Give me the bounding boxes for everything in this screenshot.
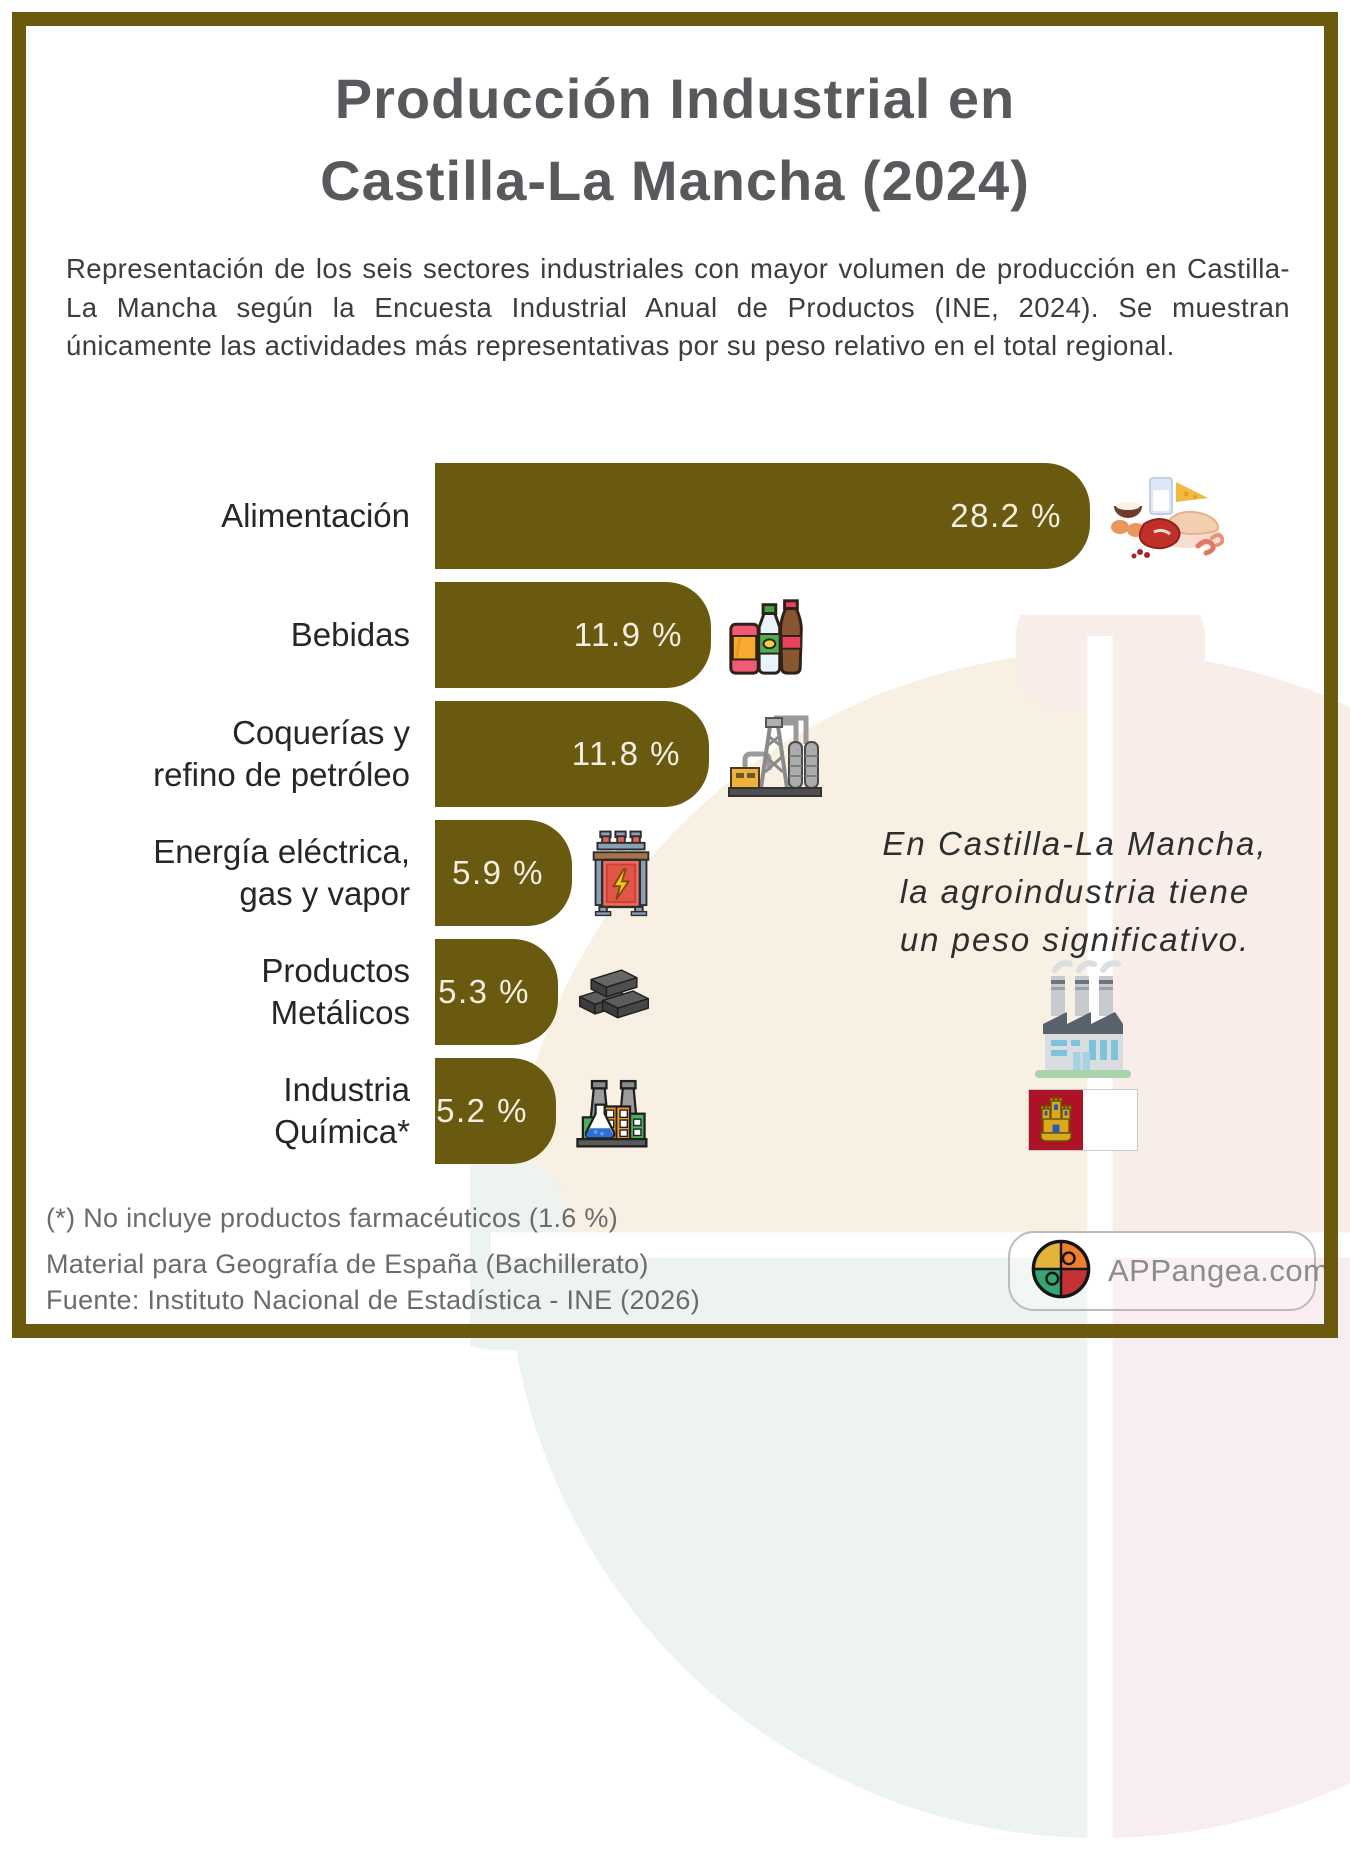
- bar: 28.2 %: [435, 462, 1090, 569]
- chart-row: Coquerías y refino de petróleo 11.8 %: [26, 694, 1326, 813]
- annotation-line1: En Castilla-La Mancha,: [882, 825, 1268, 862]
- footnote-source: Fuente: Instituto Nacional de Estadístic…: [46, 1285, 701, 1315]
- bar-category-label: Energía eléctrica, gas y vapor: [26, 831, 410, 915]
- bar: 11.9 %: [435, 581, 711, 688]
- food-icon: [1106, 472, 1224, 560]
- bar-chart: Alimentación 28.2 % Bebidas 11.9 % Coquerías…: [26, 456, 1326, 1170]
- bar: 11.8 %: [435, 700, 709, 807]
- footnote-material: Material para Geografía de España (Bachi…: [46, 1249, 649, 1279]
- bar-category-label: Industria Química*: [26, 1069, 410, 1153]
- appangea-logo-icon: [1030, 1238, 1092, 1305]
- annotation-line3: un peso significativo.: [899, 921, 1251, 958]
- bar-category-label: Coquerías y refino de petróleo: [26, 712, 410, 796]
- bar-category-label-line: Industria: [283, 1070, 410, 1108]
- bar-category-label-line: Metálicos: [270, 993, 410, 1031]
- infographic: Producción Industrial en Castilla-La Man…: [0, 58, 1350, 1318]
- bar-category-label-line: Coquerías y: [232, 713, 410, 751]
- chart-row: Energía eléctrica, gas y vapor 5.9 %: [26, 813, 1326, 932]
- bar-value-label: 5.3 %: [438, 972, 530, 1010]
- refinery-icon: [725, 710, 825, 798]
- chart-row: Alimentación 28.2 %: [26, 456, 1326, 575]
- brand-badge: APPangea.com: [1008, 1231, 1329, 1311]
- bar-value-label: 11.9 %: [573, 615, 683, 653]
- bar-value-label: 5.2 %: [436, 1091, 528, 1129]
- bar-category-label-line: Bebidas: [290, 615, 410, 653]
- bar-category-label: Productos Metálicos: [26, 950, 410, 1034]
- metal-ingots-icon: [574, 962, 654, 1022]
- bar-value-label: 11.8 %: [571, 734, 681, 772]
- annotation-line2: la agroindustria tiene: [899, 873, 1251, 910]
- bar-value-label: 28.2 %: [950, 496, 1062, 534]
- page-title-line2: Castilla-La Mancha (2024): [320, 149, 1030, 212]
- factory-flag-illustration: [1013, 958, 1153, 1156]
- page-title: Producción Industrial en Castilla-La Man…: [0, 58, 1350, 222]
- chart-row: Bebidas 11.9 %: [26, 575, 1326, 694]
- bar-category-label-line: refino de petróleo: [153, 755, 410, 793]
- factory-icon: [1021, 958, 1145, 1085]
- bar-category-label-line: gas y vapor: [239, 874, 410, 912]
- bar-category-label: Bebidas: [26, 614, 410, 656]
- castilla-la-mancha-flag-icon: [1028, 1089, 1138, 1156]
- bar: 5.2 %: [435, 1057, 556, 1164]
- chart-row: Industria Química* 5.2 %: [26, 1051, 1326, 1170]
- bar-category-label: Alimentación: [26, 495, 410, 537]
- bar: 5.3 %: [435, 938, 558, 1045]
- chemical-plant-icon: [572, 1072, 650, 1150]
- bar-value-label: 5.9 %: [452, 853, 544, 891]
- chart-row: Productos Metálicos 5.3 %: [26, 932, 1326, 1051]
- footnote-asterisk: (*) No incluye productos farmacéuticos (…: [46, 1203, 619, 1233]
- transformer-icon: [588, 829, 654, 917]
- beverages-icon: [727, 591, 805, 679]
- bar-category-label-line: Energía eléctrica,: [153, 832, 410, 870]
- bar-category-label-line: Alimentación: [221, 496, 410, 534]
- footnotes: (*) No incluye productos farmacéuticos (…: [46, 1200, 700, 1318]
- bar: 5.9 %: [435, 819, 572, 926]
- bar-category-label-line: Productos: [261, 951, 410, 989]
- brand-label: APPangea.com: [1108, 1253, 1330, 1288]
- page-title-line1: Producción Industrial en: [334, 67, 1016, 130]
- annotation-text: En Castilla-La Mancha, la agroindustria …: [810, 820, 1340, 964]
- bar-category-label-line: Química*: [274, 1112, 410, 1150]
- page-subtitle: Representación de los seis sectores indu…: [66, 253, 1290, 361]
